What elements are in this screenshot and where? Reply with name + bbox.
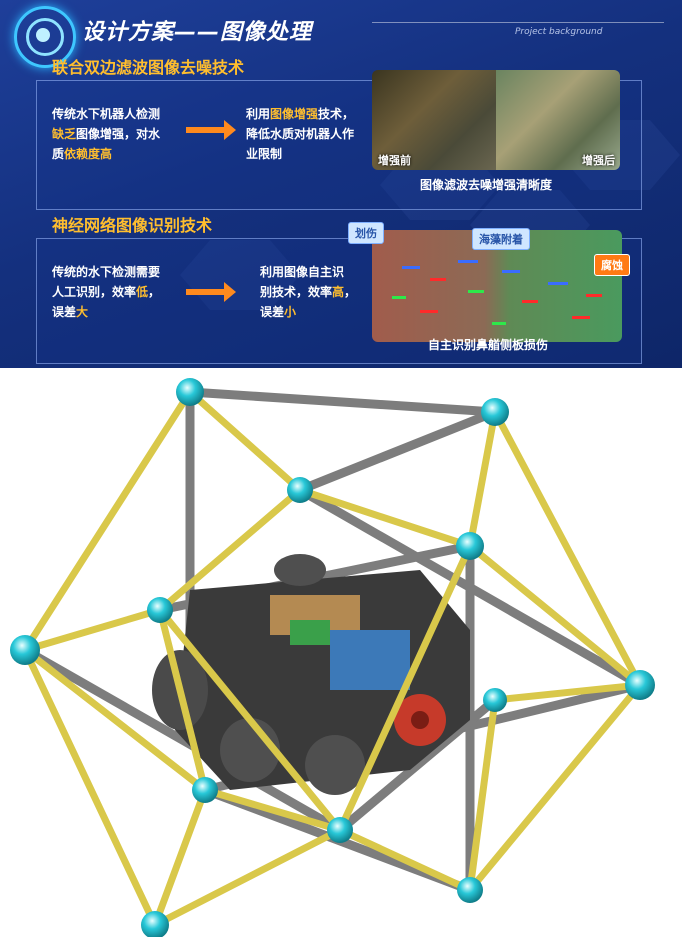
image-after [496,70,620,170]
section-heading-recognition: 神经网络图像识别技术 [52,216,213,235]
section-heading-denoise: 联合双边滤波图像去噪技术 [52,58,245,77]
recognition-left-text: 传统的水下检测需要 人工识别，效率低， 误差大 [52,265,161,319]
denoise-right-text: 利用图像增强技术， 降低水质对机器人作 业限制 [246,107,355,161]
callout-scratch: 划伤 [348,222,384,244]
before-label: 增强前 [378,154,411,167]
denoise-caption: 图像滤波去噪增强清晰度 [420,178,553,192]
recognition-caption: 自主识别鼻艏侧板损伤 [428,338,549,352]
arrow-icon [186,282,236,302]
slide-panel: 设计方案——图像处理 Project background 联合双边滤波图像去噪… [0,0,682,368]
after-label: 增强后 [582,154,615,167]
image-before [372,70,496,170]
callout-corrosion: 腐蚀 [594,254,630,276]
robot-render-image [10,378,655,937]
arrow-icon [186,120,236,140]
logo-icon [14,6,76,68]
title-divider [372,22,664,23]
page-subtitle: Project background [515,27,603,37]
callout-algae: 海藻附着 [472,228,530,250]
denoise-left-text: 传统水下机器人检测 缺乏图像增强，对水 质依赖度高 [52,107,161,161]
enhancement-comparison-image: 增强前 增强后 [372,70,620,170]
recognition-right-text: 利用图像自主识 别技术，效率高， 误差小 [260,265,357,319]
page-title: 设计方案——图像处理 [82,20,313,45]
